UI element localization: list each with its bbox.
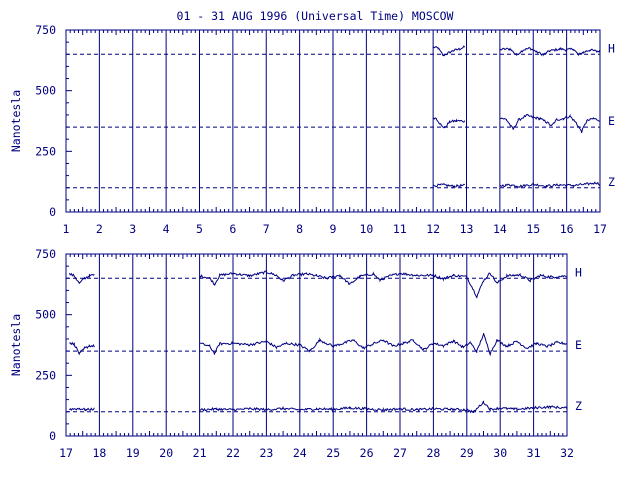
x-tick-label: 16 (560, 222, 574, 236)
y-tick-label: 250 (35, 144, 56, 158)
x-tick-label: 13 (460, 222, 474, 236)
x-tick-label: 30 (493, 446, 507, 460)
x-tick-label: 28 (426, 446, 440, 460)
x-tick-label: 17 (593, 222, 607, 236)
y-tick-label: 0 (49, 429, 56, 443)
y-axis-label: Nanotesla (9, 314, 23, 376)
trace-z (199, 400, 568, 414)
x-tick-label: 26 (360, 446, 374, 460)
y-tick-label: 0 (49, 205, 56, 219)
series-label-h: H (608, 41, 615, 55)
x-tick-label: 8 (296, 222, 303, 236)
x-tick-label: 5 (196, 222, 203, 236)
trace-h (68, 272, 95, 284)
trace-e (199, 332, 568, 357)
x-tick-label: 18 (92, 446, 106, 460)
x-tick-label: 9 (330, 222, 337, 236)
x-tick-label: 25 (326, 446, 340, 460)
x-tick-label: 19 (126, 446, 140, 460)
x-tick-label: 22 (226, 446, 240, 460)
x-tick-label: 31 (527, 446, 541, 460)
x-tick-label: 12 (426, 222, 440, 236)
series-label-e: E (575, 338, 582, 352)
trace-z (68, 407, 95, 412)
x-tick-label: 29 (460, 446, 474, 460)
series-label-h: H (575, 265, 582, 279)
x-tick-label: 1 (63, 222, 70, 236)
x-tick-label: 21 (193, 446, 207, 460)
trace-e (499, 113, 600, 134)
x-tick-label: 32 (560, 446, 574, 460)
x-tick-label: 11 (393, 222, 407, 236)
trace-h (499, 47, 601, 57)
trace-z (499, 181, 601, 189)
series-label-e: E (608, 114, 615, 128)
trace-z (432, 183, 466, 190)
x-tick-label: 6 (229, 222, 236, 236)
y-tick-label: 750 (35, 23, 56, 37)
bottom-panel: 0 250 500 750 17 18 19 20 21 22 23 24 25 26 27 28 29 30 31… (9, 247, 582, 460)
x-tick-label: 3 (129, 222, 136, 236)
trace-h (199, 270, 568, 299)
x-tick-label: 2 (96, 222, 103, 236)
y-tick-label: 750 (35, 247, 56, 261)
trace-e (432, 117, 466, 129)
trace-h (432, 45, 466, 57)
x-tick-label: 4 (163, 222, 170, 236)
series-label-z: Z (608, 175, 615, 189)
series-label-z: Z (575, 399, 582, 413)
x-tick-label: 17 (59, 446, 73, 460)
x-tick-label: 7 (263, 222, 270, 236)
x-tick-label: 20 (159, 446, 173, 460)
x-tick-label: 10 (359, 222, 373, 236)
x-tick-label: 15 (526, 222, 540, 236)
x-tick-label: 23 (259, 446, 273, 460)
x-tick-label: 14 (493, 222, 507, 236)
y-tick-label: 500 (35, 308, 56, 322)
x-tick-label: 27 (393, 446, 407, 460)
y-tick-label: 250 (35, 368, 56, 382)
chart-title: 01 - 31 AUG 1996 (Universal Time) MOSCOW (177, 9, 454, 23)
x-tick-label: 24 (293, 446, 307, 460)
trace-e (69, 341, 95, 355)
y-axis-label: Nanotesla (9, 90, 23, 152)
y-tick-label: 500 (35, 84, 56, 98)
